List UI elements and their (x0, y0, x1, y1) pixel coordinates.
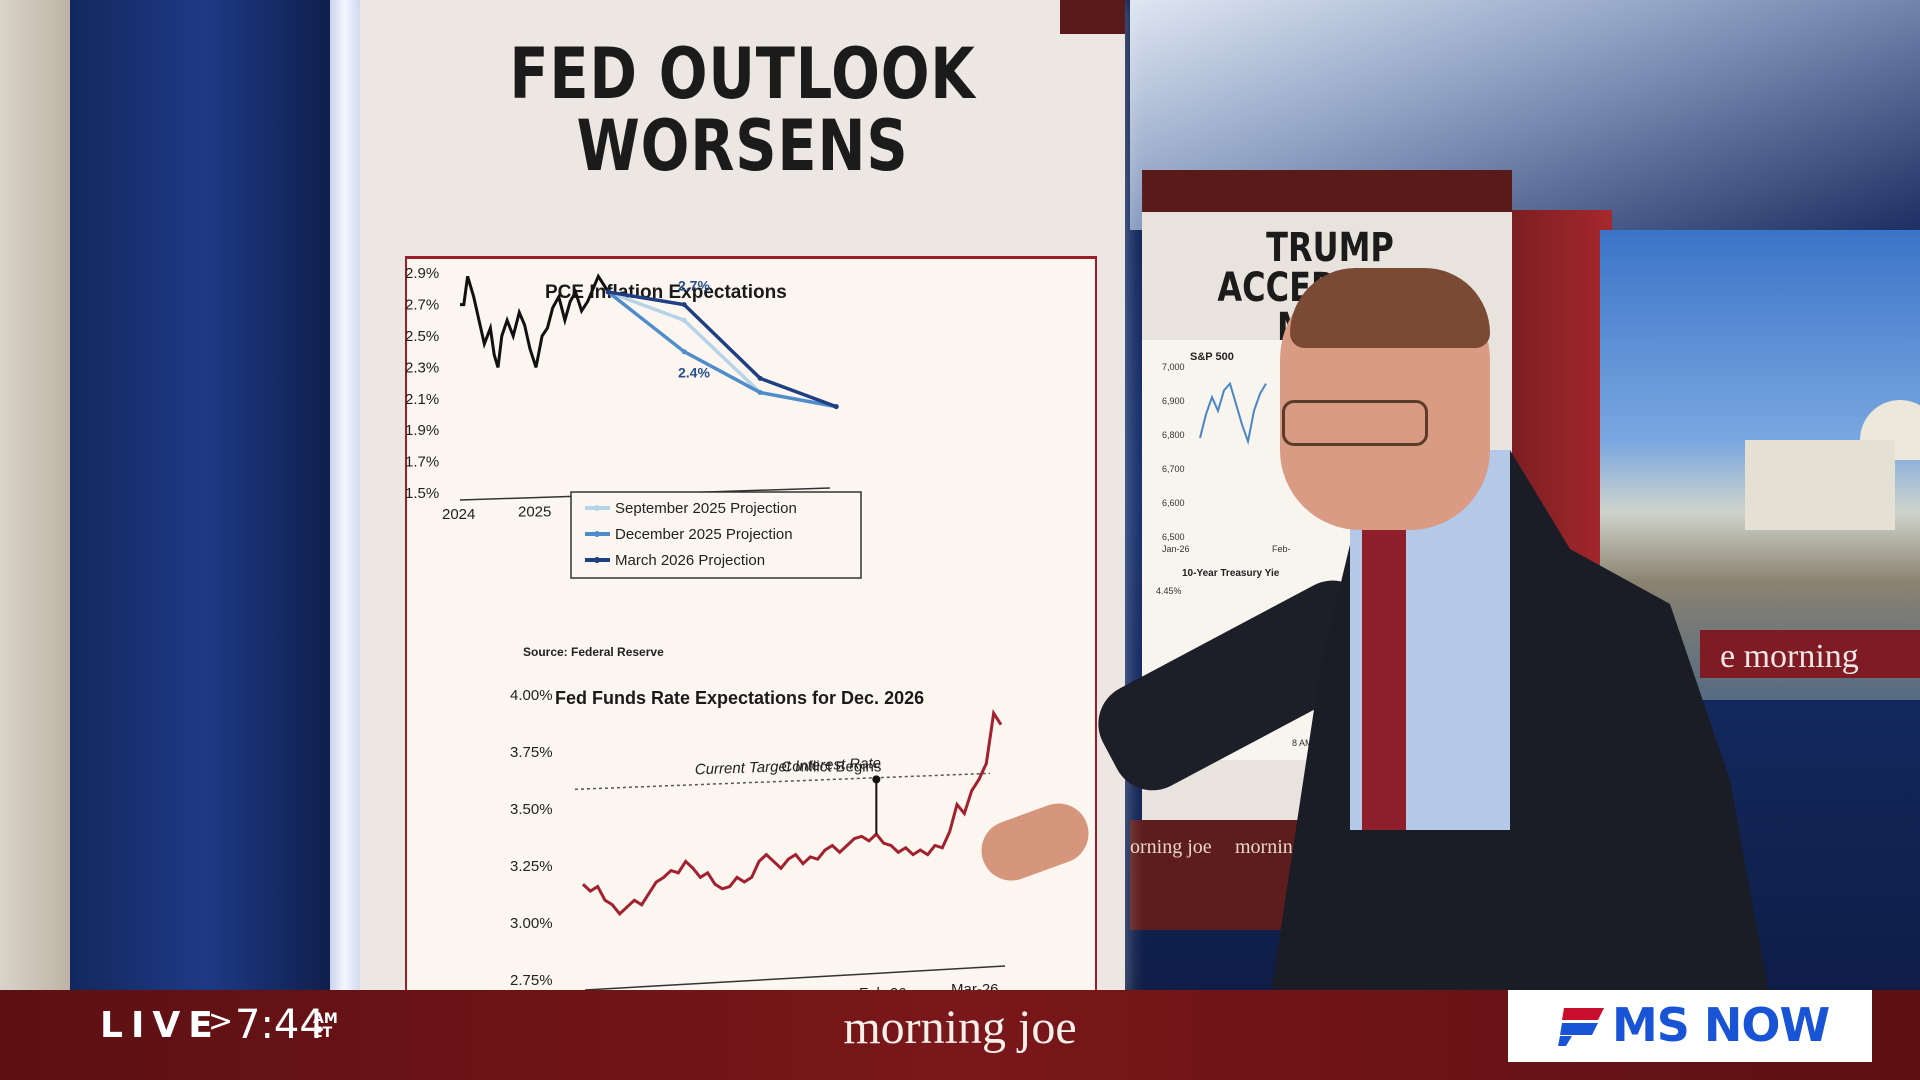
pce-series-point (681, 302, 687, 308)
live-am: AM (313, 1011, 338, 1027)
show-name: morning joe (843, 1001, 1077, 1054)
pce-x-tick: 2025 (518, 504, 551, 521)
current-target-rate-label: Current Target Interest Rate (695, 755, 882, 778)
pce-legend-label: September 2025 Projection (615, 500, 797, 517)
pce-y-tick: 2.9% (405, 265, 439, 282)
fed-funds-chart-title: Fed Funds Rate Expectations for Dec. 202… (555, 688, 924, 708)
pce-series-point (833, 404, 839, 410)
pce-legend-label: March 2026 Projection (615, 552, 765, 569)
main-board-title-line2: WORSENS (576, 105, 909, 187)
studio-light-strip (330, 0, 360, 1080)
current-target-rate-line (574, 772, 991, 791)
sp500-y-tick: 6,700 (1162, 464, 1185, 474)
treasury-y-tick: 4.45% (1156, 586, 1182, 596)
pce-y-tick: 2.3% (405, 359, 439, 376)
sp500-title: S&P 500 (1190, 351, 1234, 363)
treasury-x-tick: 8 AM (1292, 738, 1313, 748)
pce-series-line (607, 290, 837, 409)
pce-legend-marker (594, 505, 600, 511)
main-board-title: FED OUTLOOK WORSENS (429, 38, 1056, 182)
fed-funds-y-tick: 3.00% (510, 915, 553, 932)
fed-funds-x-axis (584, 965, 1006, 991)
sp500-y-tick: 6,900 (1162, 396, 1185, 406)
pce-legend-box (570, 491, 862, 579)
conflict-begins-dot (872, 775, 881, 784)
pce-series-point (681, 317, 687, 323)
monument-building (1745, 440, 1895, 530)
live-timezone: ET (313, 1025, 333, 1041)
sp500-x-ticks: Jan-26 Feb- (1162, 544, 1291, 554)
video-wall-banner-text: e morning (1720, 638, 1859, 675)
sp500-line (1199, 381, 1267, 446)
fed-funds-y-tick: 3.75% (510, 744, 553, 761)
fed-funds-y-tick: 3.50% (510, 801, 553, 818)
live-label: LIVE (100, 1005, 221, 1046)
pce-y-ticks: 1.5% 1.7% 1.9% 2.1% 2.3% 2.5% 2.7% 2.9% (405, 265, 439, 502)
fed-funds-y-tick: 4.00% (510, 687, 553, 704)
fed-funds-y-tick: 2.75% (510, 972, 553, 989)
fed-funds-line (581, 709, 1003, 917)
sp500-y-tick: 7,000 (1162, 362, 1185, 372)
pce-source: Source: Federal Reserve (523, 645, 664, 659)
sp500-y-tick: 6,500 (1162, 532, 1185, 542)
pce-y-tick: 2.1% (405, 391, 439, 408)
pce-legend-label: December 2025 Projection (615, 526, 793, 543)
presenter-glasses (1282, 400, 1428, 446)
pce-y-tick: 1.7% (405, 454, 439, 471)
network-flag-icon (1558, 1008, 1604, 1046)
pce-y-tick: 2.7% (405, 297, 439, 314)
pce-series-point (757, 390, 763, 396)
sp500-y-tick: 6,800 (1162, 430, 1185, 440)
secondary-board-topbar (1142, 170, 1512, 212)
pce-legend-marker (594, 531, 600, 537)
pce-legend-marker (594, 557, 600, 563)
pce-legend: September 2025 Projection December 2025 P… (570, 491, 862, 579)
pce-series-point (605, 289, 611, 295)
main-board-topbar (1060, 0, 1125, 34)
pce-projection-series (605, 289, 839, 410)
pce-series-line (607, 290, 837, 409)
live-am-et: AM ET (313, 1012, 338, 1040)
fed-funds-y-tick: 3.25% (510, 858, 553, 875)
main-board-title-line1: FED OUTLOOK (509, 33, 976, 115)
pce-annotation: 2.7% (678, 278, 710, 294)
pce-annotations: 2.7% 2.4% (678, 278, 710, 381)
presenter-tie (1362, 530, 1406, 830)
network-name: MS NOW (1612, 998, 1830, 1052)
sp500-x-tick: Jan-26 (1162, 544, 1190, 554)
conflict-begins-label: Conflict Begins (781, 758, 881, 775)
pce-historical-line (460, 273, 610, 368)
pce-y-tick: 2.5% (405, 328, 439, 345)
video-wall-banner (1700, 630, 1920, 678)
studio-left-pillar (70, 0, 340, 1080)
pce-annotation: 2.4% (678, 365, 710, 381)
pce-x-tick: 2024 (442, 506, 475, 523)
pce-y-tick: 1.9% (405, 422, 439, 439)
pce-chart: PCE Inflation Expectations 1.5%1.7%1.9%2… (405, 265, 862, 659)
sp500-x-tick: Feb- (1272, 544, 1291, 554)
live-time: 7:44 (235, 1002, 325, 1048)
chevron-right-icon: > (208, 1004, 234, 1039)
pce-y-tick: 1.5% (405, 485, 439, 502)
fed-funds-y-ticks: 4.00% 3.75% 3.50% 3.25% 3.00% 2.75% (510, 687, 553, 989)
pce-legend-items: September 2025 Projection December 2025 P… (585, 500, 797, 569)
treasury-title: 10-Year Treasury Yie (1182, 568, 1280, 579)
presenter-hair (1290, 268, 1490, 348)
sp500-y-tick: 6,600 (1162, 498, 1185, 508)
sp500-y-ticks: 7,000 6,900 6,800 6,700 6,600 6,500 (1162, 362, 1185, 542)
secondary-footer-text: orning joe (1130, 836, 1212, 858)
pce-series-point (681, 349, 687, 355)
pce-series-line (607, 290, 837, 409)
pce-series-point (757, 375, 763, 381)
